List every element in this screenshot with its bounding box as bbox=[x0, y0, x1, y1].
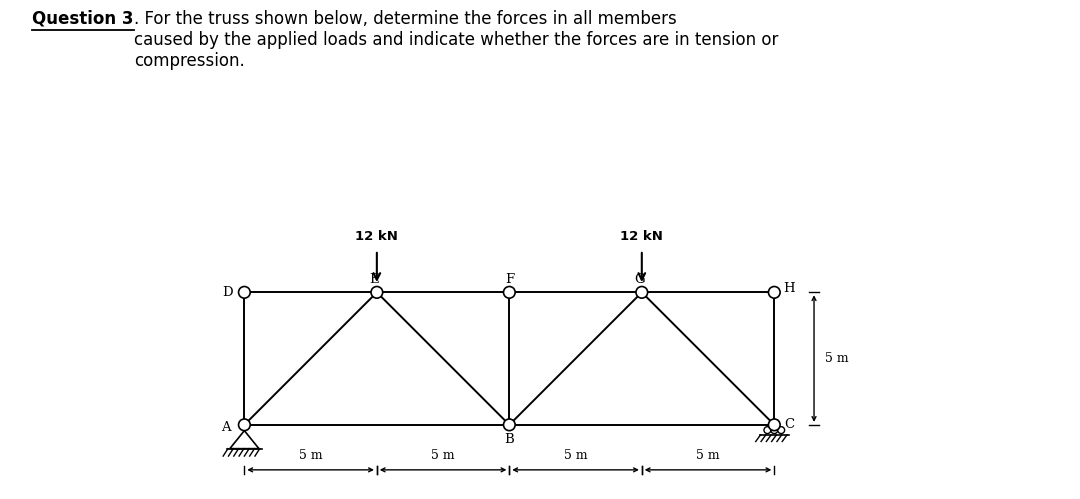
Text: B: B bbox=[504, 433, 514, 446]
Circle shape bbox=[503, 286, 515, 298]
Text: . For the truss shown below, determine the forces in all members
caused by the a: . For the truss shown below, determine t… bbox=[134, 10, 779, 69]
Circle shape bbox=[771, 427, 778, 434]
Text: H: H bbox=[783, 282, 795, 295]
Circle shape bbox=[636, 286, 648, 298]
Text: C: C bbox=[784, 418, 794, 431]
Text: D: D bbox=[221, 286, 232, 299]
Text: Question 3: Question 3 bbox=[32, 10, 134, 28]
Text: 12 kN: 12 kN bbox=[355, 231, 399, 244]
Circle shape bbox=[769, 286, 780, 298]
Text: 5 m: 5 m bbox=[431, 450, 455, 463]
Text: 5 m: 5 m bbox=[825, 352, 849, 365]
Text: G: G bbox=[634, 272, 645, 285]
Circle shape bbox=[239, 286, 251, 298]
Circle shape bbox=[769, 419, 780, 431]
Circle shape bbox=[239, 419, 251, 431]
Text: 5 m: 5 m bbox=[564, 450, 588, 463]
Text: E: E bbox=[369, 272, 379, 285]
Circle shape bbox=[778, 427, 784, 434]
Text: 12 kN: 12 kN bbox=[620, 231, 663, 244]
Text: F: F bbox=[504, 272, 514, 285]
Circle shape bbox=[372, 286, 382, 298]
Text: A: A bbox=[221, 421, 231, 434]
Text: 5 m: 5 m bbox=[299, 450, 323, 463]
Circle shape bbox=[764, 427, 771, 434]
Circle shape bbox=[503, 419, 515, 431]
Text: 5 m: 5 m bbox=[697, 450, 720, 463]
